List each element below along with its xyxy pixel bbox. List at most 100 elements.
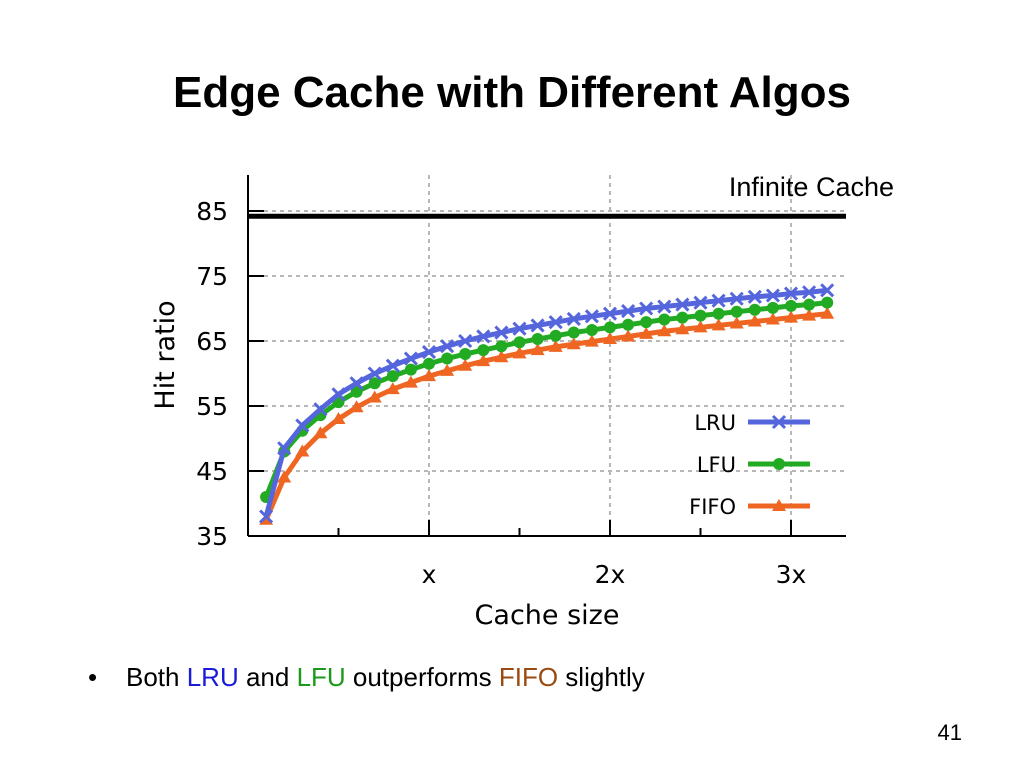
series-point bbox=[802, 285, 817, 300]
series-point bbox=[295, 418, 310, 433]
series-point bbox=[530, 318, 545, 333]
series-point bbox=[331, 412, 346, 424]
series-point bbox=[657, 299, 672, 314]
series-point-stroke bbox=[602, 306, 618, 321]
series-point bbox=[566, 311, 581, 326]
series-point bbox=[772, 499, 786, 511]
slide-title: Edge Cache with Different Algos bbox=[172, 68, 851, 117]
series-point bbox=[748, 303, 761, 316]
x-tick-label: 2x bbox=[595, 560, 626, 589]
x-tick-label: x bbox=[422, 560, 437, 589]
series-point bbox=[513, 336, 526, 349]
series-line bbox=[263, 300, 828, 498]
series-point bbox=[440, 339, 455, 354]
series-point bbox=[441, 352, 454, 365]
series-point-stroke bbox=[295, 418, 310, 433]
legend-label: FIFO bbox=[689, 495, 736, 519]
series-point-stroke bbox=[349, 376, 364, 391]
series-point bbox=[584, 334, 599, 347]
series-point bbox=[621, 304, 636, 319]
series-point bbox=[765, 288, 780, 303]
series-point bbox=[331, 387, 346, 402]
series-point-stroke bbox=[548, 315, 563, 330]
series-point bbox=[639, 301, 654, 316]
bullet-part: LRU bbox=[186, 662, 239, 692]
series-point bbox=[676, 311, 689, 324]
series-point-stroke bbox=[820, 283, 835, 298]
series-point-stroke bbox=[367, 366, 382, 381]
series-point bbox=[729, 291, 744, 306]
series-point bbox=[675, 297, 690, 312]
series-point bbox=[476, 329, 491, 344]
series-point bbox=[712, 307, 725, 320]
series-point bbox=[495, 340, 508, 353]
series-point bbox=[458, 333, 473, 349]
y-tick-label: 35 bbox=[196, 522, 228, 551]
series-point bbox=[693, 295, 708, 310]
series-point bbox=[313, 402, 328, 417]
series-point bbox=[458, 358, 473, 371]
series-point bbox=[694, 309, 707, 322]
series-point bbox=[639, 326, 654, 339]
series-point bbox=[423, 357, 435, 370]
series-point bbox=[459, 348, 472, 360]
y-tick-label: 75 bbox=[196, 262, 228, 291]
series-point bbox=[584, 309, 599, 324]
series-point bbox=[604, 321, 616, 334]
y-axis-title: Hit ratio bbox=[150, 300, 181, 409]
series-point bbox=[603, 332, 617, 345]
series-point bbox=[622, 318, 635, 331]
series-point bbox=[295, 444, 310, 457]
series-point bbox=[350, 385, 363, 398]
series-point bbox=[585, 323, 598, 336]
series-line bbox=[263, 311, 828, 521]
series-point-stroke bbox=[765, 288, 780, 303]
bullet-part: Both bbox=[126, 662, 187, 692]
series-point bbox=[820, 283, 835, 298]
series-point bbox=[277, 441, 292, 456]
series-point bbox=[711, 318, 726, 331]
series-point bbox=[477, 344, 490, 357]
series-point bbox=[368, 377, 381, 390]
bullet-part: FIFO bbox=[498, 662, 559, 692]
series-point bbox=[404, 363, 417, 376]
series-point-stroke bbox=[639, 301, 654, 316]
page-number: 41 bbox=[937, 720, 962, 745]
series-point-stroke bbox=[476, 329, 491, 344]
series-point bbox=[621, 329, 636, 342]
series-point bbox=[567, 326, 580, 339]
series-point bbox=[821, 296, 834, 309]
series-point bbox=[548, 339, 563, 352]
y-tick-label: 45 bbox=[196, 457, 228, 486]
series-point-stroke bbox=[313, 402, 328, 417]
series-point bbox=[512, 346, 527, 359]
legend-label: LFU bbox=[697, 453, 736, 477]
series-point-stroke bbox=[494, 325, 509, 340]
series-point bbox=[784, 310, 798, 323]
bullet-point: • Both LRU and LFU outperforms FIFO sligh… bbox=[88, 662, 645, 693]
series-point-stroke bbox=[421, 344, 437, 360]
series-point-stroke bbox=[512, 321, 527, 336]
series-point bbox=[566, 337, 581, 350]
series-point bbox=[783, 286, 799, 301]
series-point bbox=[349, 376, 364, 391]
series-point-stroke bbox=[458, 333, 473, 349]
series-point-stroke bbox=[566, 311, 581, 326]
series-point bbox=[530, 343, 545, 356]
series-point bbox=[385, 382, 400, 395]
series-point bbox=[771, 414, 787, 430]
series-point bbox=[549, 329, 562, 342]
series-point bbox=[765, 312, 780, 325]
series-point bbox=[494, 350, 509, 363]
series-point bbox=[773, 458, 785, 470]
series-point bbox=[785, 299, 797, 312]
series-point bbox=[313, 426, 328, 439]
y-tick-label: 65 bbox=[196, 327, 228, 356]
bullet-part: slightly bbox=[558, 662, 645, 692]
series-point-stroke bbox=[802, 285, 817, 300]
series-point bbox=[657, 324, 672, 337]
series-point bbox=[421, 344, 437, 360]
series-point-stroke bbox=[729, 291, 744, 306]
bullet-part: outperforms bbox=[345, 662, 499, 692]
series-point-stroke bbox=[277, 441, 292, 456]
